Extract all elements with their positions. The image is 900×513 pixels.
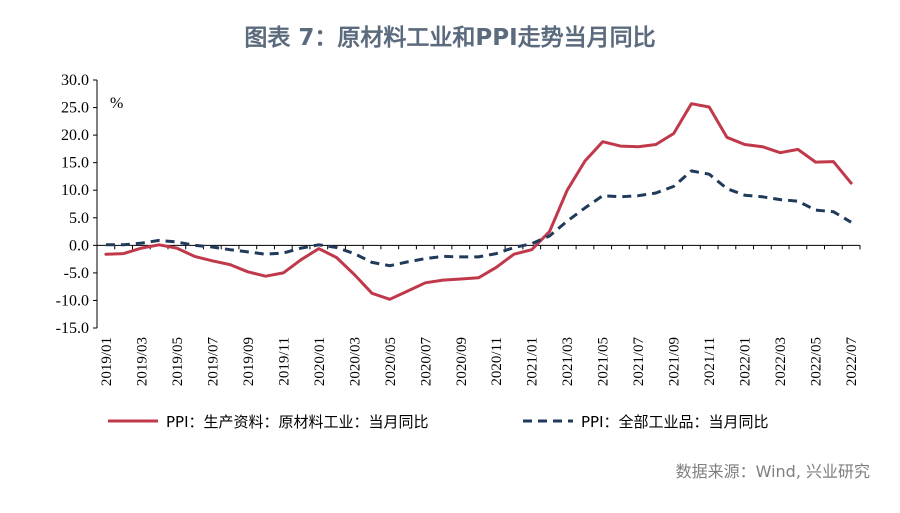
x-tick-label: 2019/01 (99, 337, 115, 386)
x-tick-label: 2021/01 (525, 337, 541, 386)
x-tick-label: 2020/01 (312, 337, 328, 386)
x-tick-label: 2022/03 (773, 337, 789, 386)
x-tick-label: 2019/11 (276, 337, 292, 386)
y-tick-label: -5.0 (64, 265, 89, 282)
x-tick-label: 2019/05 (170, 337, 186, 386)
data-source: 数据来源：Wind, 兴业研究 (675, 462, 870, 481)
x-tick-label: 2019/09 (241, 337, 257, 386)
x-tick-label: 2020/07 (418, 337, 434, 387)
y-tick-label: 0.0 (69, 237, 89, 254)
x-tick-label: 2020/09 (454, 337, 470, 386)
x-tick-label: 2020/05 (383, 337, 399, 386)
y-unit-label: % (110, 95, 123, 112)
chart-title: 图表 7：原材料工业和PPI走势当月同比 (244, 25, 656, 51)
y-tick-label: -15.0 (56, 320, 89, 337)
x-tick-label: 2021/09 (667, 337, 683, 386)
x-tick-label: 2022/01 (738, 337, 754, 386)
series-line-raw-materials (104, 102, 853, 301)
y-tick-label: -10.0 (56, 292, 89, 309)
legend-label: PPI：生产资料：原材料工业：当月同比 (166, 413, 429, 431)
x-tick-label: 2019/03 (134, 337, 150, 386)
x-tick-label: 2021/11 (702, 337, 718, 386)
x-tick-label: 2020/11 (489, 337, 505, 386)
legend-label: PPI：全部工业品：当月同比 (581, 413, 769, 431)
x-tick-label: 2022/05 (809, 337, 825, 386)
y-tick-label: 20.0 (61, 127, 89, 144)
y-tick-label: 10.0 (61, 182, 89, 199)
x-tick-label: 2021/05 (596, 337, 612, 386)
x-tick-label: 2021/03 (560, 337, 576, 386)
series-line-ppi-all (105, 169, 852, 268)
y-tick-label: 5.0 (69, 210, 89, 227)
y-tick-label: 25.0 (61, 100, 89, 117)
x-tick-label: 2022/07 (844, 337, 860, 387)
x-tick-label: 2021/07 (631, 337, 647, 387)
y-tick-label: 15.0 (61, 155, 89, 172)
x-tick-label: 2019/07 (205, 337, 221, 387)
x-tick-label: 2020/03 (347, 337, 363, 386)
y-tick-label: 30.0 (61, 72, 89, 89)
